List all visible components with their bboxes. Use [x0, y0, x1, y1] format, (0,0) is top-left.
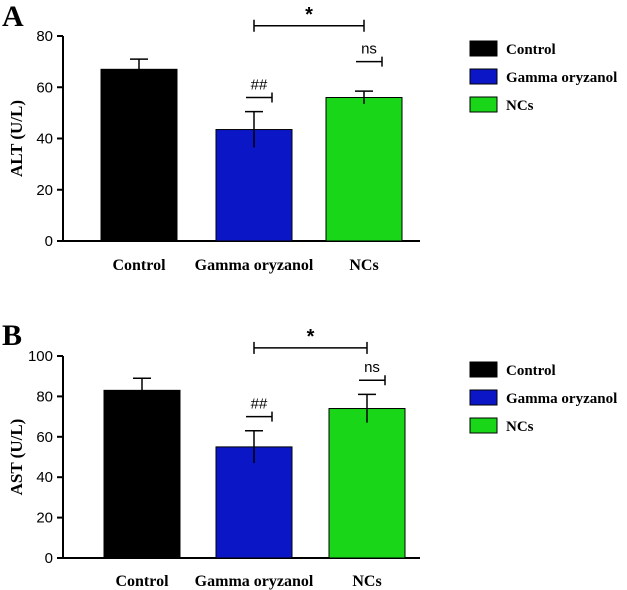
legend-swatch-control: [469, 361, 498, 378]
x-category-label: NCs: [352, 573, 381, 590]
legend-swatch-gamma-oryzanol: [469, 389, 498, 406]
bar-control: [103, 389, 181, 559]
y-tick-label: 80: [36, 388, 53, 405]
legend-swatch-gamma-oryzanol: [469, 68, 498, 85]
annotation-label: ns: [364, 359, 380, 376]
x-category-label: Control: [112, 257, 166, 274]
bar-gamma-oryzanol: [215, 446, 293, 559]
y-tick-label: 0: [45, 233, 53, 250]
annotation-label: ##: [251, 396, 268, 413]
legend-label: Gamma oryzanol: [506, 391, 617, 407]
panel-letter: B: [2, 319, 22, 352]
bar-control: [100, 68, 178, 242]
annotation-label: ##: [251, 77, 268, 94]
y-tick-label: 40: [36, 469, 53, 486]
y-tick-label: 60: [36, 429, 53, 446]
y-tick-label: 80: [36, 28, 53, 45]
legend-label: Control: [506, 363, 556, 379]
bar-ncs: [325, 97, 403, 242]
legend-label: NCs: [506, 419, 534, 435]
significance-star: *: [305, 4, 313, 26]
y-tick-label: 20: [36, 182, 53, 199]
legend-label: Control: [506, 42, 556, 58]
y-tick-label: 60: [36, 79, 53, 96]
y-axis-title: AST (U/L): [7, 419, 26, 496]
y-tick-label: 0: [45, 550, 53, 567]
chart-panel-b: B 0 20 40 60 80 100 AST (U/L) Control Gamma oryza…: [2, 319, 617, 590]
legend-swatch-ncs: [469, 96, 498, 113]
y-tick-label: 40: [36, 131, 53, 148]
x-category-label: Gamma oryzanol: [195, 257, 314, 274]
significance-star: *: [307, 326, 315, 348]
legend-swatch-ncs: [469, 417, 498, 434]
chart-panel-a: A 0 20 40 60 80 ALT (U/L) Control Gamma oryzanol…: [2, 0, 617, 274]
annotation-label: ns: [361, 41, 377, 58]
y-tick-label: 20: [36, 510, 53, 527]
x-category-label: NCs: [349, 257, 378, 274]
x-category-label: Gamma oryzanol: [195, 573, 314, 590]
legend-label: NCs: [506, 98, 534, 114]
x-category-label: Control: [115, 573, 169, 590]
y-tick-label: 100: [28, 348, 53, 365]
y-axis-title: ALT (U/L): [7, 100, 26, 177]
bar-ncs: [328, 408, 406, 559]
legend-swatch-control: [469, 40, 498, 57]
panel-letter: A: [2, 0, 24, 33]
legend-label: Gamma oryzanol: [506, 70, 617, 86]
bar-gamma-oryzanol: [215, 129, 293, 242]
